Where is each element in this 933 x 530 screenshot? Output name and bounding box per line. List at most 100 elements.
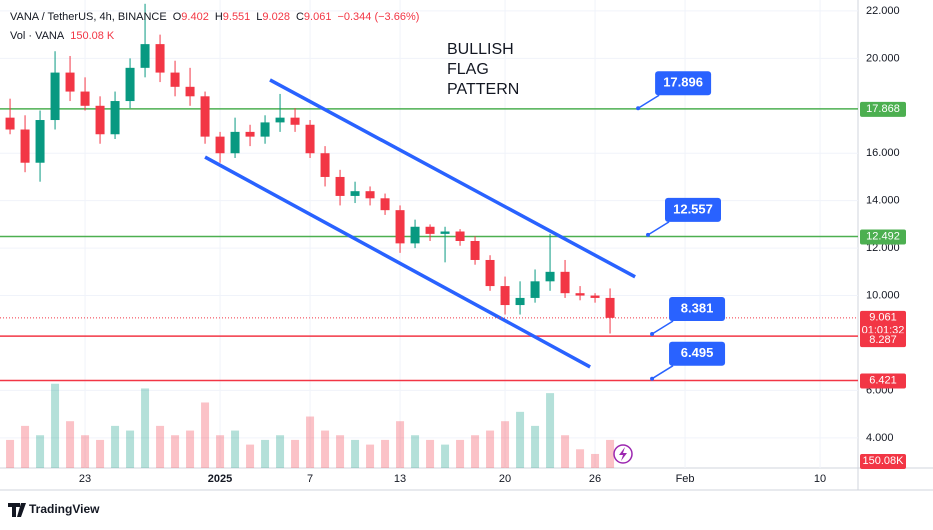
y-tick-label: 4.000 (866, 432, 894, 444)
x-tick-label: 20 (499, 473, 511, 485)
volume-bar (531, 425, 540, 468)
ohlc-key: C (296, 11, 304, 23)
volume-bar (141, 388, 150, 468)
candle-body (575, 293, 585, 296)
candle-body (365, 191, 375, 199)
callout-box (669, 341, 726, 366)
candle-body (425, 226, 435, 234)
volume-bar (456, 439, 465, 468)
candle-body (545, 271, 555, 282)
plot: 17.896 12.557 8.381 6.495 (0, 0, 858, 468)
volume-bar (261, 439, 270, 468)
candle-body (515, 297, 525, 306)
volume-bar (591, 453, 600, 468)
volume-bar (171, 435, 180, 468)
volume-bar (546, 393, 555, 468)
volume-bar (246, 444, 255, 468)
callout-pointer (651, 320, 674, 335)
candle-body (560, 271, 570, 294)
volume-bar (6, 439, 15, 468)
x-tick-label: 7 (307, 473, 313, 485)
candle-body (395, 210, 405, 244)
candle-body (95, 105, 105, 135)
price-tag (860, 373, 906, 389)
volume-bar (126, 430, 135, 468)
candle-body (140, 44, 150, 68)
y-tick-label: 10.000 (866, 289, 900, 301)
candle-body (290, 117, 300, 125)
volume-bar (36, 435, 45, 468)
candle-body (275, 117, 285, 123)
volume-bar (381, 439, 390, 468)
volume-bar (426, 439, 435, 468)
callout-pointer (647, 221, 670, 236)
ohlc-value: 9.028 (262, 11, 290, 23)
volume-bar (21, 425, 30, 468)
annotation: FLAG (447, 61, 489, 78)
symbol: VANA / TetherUS, 4h, BINANCE (10, 11, 167, 23)
candle-body (380, 198, 390, 211)
volume-bar (306, 416, 315, 468)
volume-bar (291, 439, 300, 468)
candle-body (5, 117, 15, 130)
ohlc-key: H (215, 11, 223, 23)
volume-bar (576, 449, 585, 468)
volume-bar (276, 435, 285, 468)
callout-pointer (651, 365, 674, 380)
candle-body (245, 131, 255, 137)
callout-box (655, 71, 712, 96)
x-tick-label: 10 (814, 473, 826, 485)
candle-body (440, 231, 450, 234)
price-tag-label: 150.08K (863, 455, 905, 467)
y-tick-label: 14.000 (866, 195, 900, 207)
candle-body (50, 72, 60, 121)
ohlc-value: 9.402 (181, 11, 209, 23)
candle-body (125, 67, 135, 102)
volume-bar (516, 411, 525, 468)
volume-bar (471, 435, 480, 468)
volume-value: 150.08 K (70, 30, 115, 42)
volume-name: Vol · VANA (10, 30, 65, 42)
x-tick-label: Feb (676, 473, 695, 485)
candle-body (110, 101, 120, 135)
price-tag-label: 8.287 (869, 334, 897, 346)
channel-line (269, 78, 636, 279)
price-tag-label: 17.868 (866, 103, 900, 115)
x-tick-label: 26 (589, 473, 601, 485)
candle-body (20, 129, 30, 163)
candle-body (80, 91, 90, 106)
callout-anchor (650, 331, 655, 336)
annotation: PATTERN (447, 81, 519, 98)
callout-anchor (646, 232, 650, 237)
candle-body (410, 226, 420, 244)
callout-box (669, 296, 726, 321)
callout-pointer (637, 94, 660, 109)
y-tick-label: 22.000 (866, 5, 900, 17)
legend-volume: Vol · VANA 150.08 K (10, 30, 115, 42)
volume-bar (606, 439, 615, 468)
footer-brand: TradingView (29, 502, 100, 516)
price-tag (860, 229, 906, 245)
candle-body (215, 136, 225, 154)
volume-bar (216, 435, 225, 468)
volume-bar (561, 435, 570, 468)
volume-bar (411, 435, 420, 468)
ohlc-key: L (256, 11, 262, 23)
candle-body (530, 281, 540, 298)
candle-body (485, 259, 495, 287)
ohlc-value: 9.551 (223, 11, 251, 23)
callout-box (665, 197, 721, 222)
volume-bar (51, 383, 60, 468)
volume-bar (186, 430, 195, 468)
candle-body (305, 124, 315, 154)
legend-ohlc: VANA / TetherUS, 4h, BINANCE O9.402 H9.551… (10, 11, 419, 23)
volume-bar (111, 425, 120, 468)
volume-bar (366, 444, 375, 468)
x-tick-label: 13 (394, 473, 406, 485)
price-tag (860, 310, 906, 339)
candle-body (170, 72, 180, 87)
price-tag-label: 12.492 (866, 230, 900, 242)
ohlc-change: −0.344 (−3.66%) (337, 11, 419, 23)
volume-bar (501, 421, 510, 468)
